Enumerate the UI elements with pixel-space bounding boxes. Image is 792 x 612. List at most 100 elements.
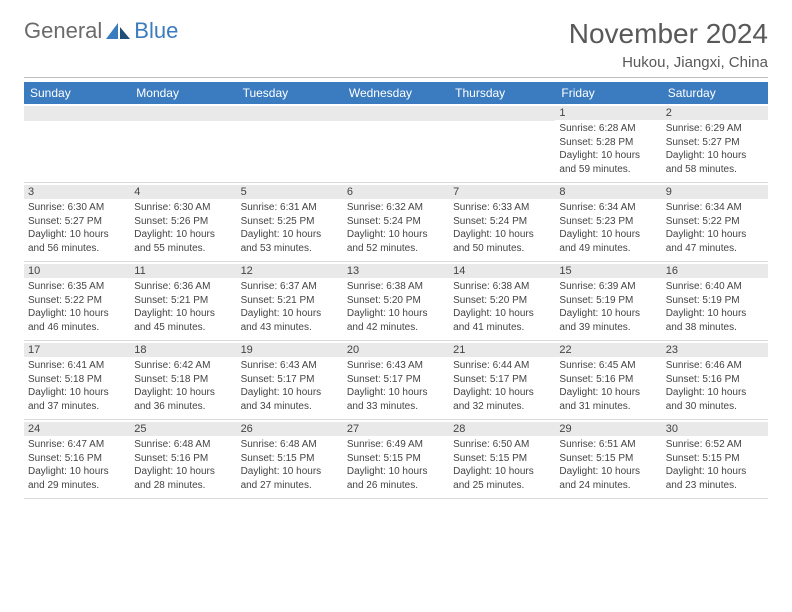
day-number: 20 — [343, 343, 449, 357]
daylight-text: Daylight: 10 hours and 31 minutes. — [559, 386, 657, 413]
day-of-week-header: Sunday Monday Tuesday Wednesday Thursday… — [24, 82, 768, 104]
day-body: Sunrise: 6:48 AMSunset: 5:16 PMDaylight:… — [134, 438, 232, 492]
day-body: Sunrise: 6:52 AMSunset: 5:15 PMDaylight:… — [666, 438, 764, 492]
daylight-text: Daylight: 10 hours and 58 minutes. — [666, 149, 764, 176]
day-cell: 18Sunrise: 6:42 AMSunset: 5:18 PMDayligh… — [130, 341, 236, 420]
dow-monday: Monday — [130, 82, 236, 104]
day-number: 9 — [662, 185, 768, 199]
sunrise-text: Sunrise: 6:43 AM — [347, 359, 445, 373]
dow-sunday: Sunday — [24, 82, 130, 104]
location: Hukou, Jiangxi, China — [569, 54, 768, 71]
day-body: Sunrise: 6:30 AMSunset: 5:27 PMDaylight:… — [28, 201, 126, 255]
sunset-text: Sunset: 5:15 PM — [241, 452, 339, 466]
daylight-text: Daylight: 10 hours and 56 minutes. — [28, 228, 126, 255]
day-cell: 2 Sunrise: 6:29 AMSunset: 5:27 PMDaylight… — [662, 104, 768, 183]
logo-text-blue: Blue — [134, 18, 178, 44]
sunset-text: Sunset: 5:16 PM — [134, 452, 232, 466]
daylight-text: Daylight: 10 hours and 23 minutes. — [666, 465, 764, 492]
day-number: 16 — [662, 264, 768, 278]
day-body: Sunrise: 6:34 AMSunset: 5:23 PMDaylight:… — [559, 201, 657, 255]
sunrise-text: Sunrise: 6:44 AM — [453, 359, 551, 373]
day-number: 2 — [662, 106, 768, 120]
day-body: Sunrise: 6:31 AMSunset: 5:25 PMDaylight:… — [241, 201, 339, 255]
day-number: 3 — [24, 185, 130, 199]
sunrise-text: Sunrise: 6:40 AM — [666, 280, 764, 294]
sunset-text: Sunset: 5:16 PM — [28, 452, 126, 466]
daylight-text: Daylight: 10 hours and 43 minutes. — [241, 307, 339, 334]
sunrise-text: Sunrise: 6:30 AM — [28, 201, 126, 215]
sunrise-text: Sunrise: 6:43 AM — [241, 359, 339, 373]
dow-saturday: Saturday — [662, 82, 768, 104]
daylight-text: Daylight: 10 hours and 25 minutes. — [453, 465, 551, 492]
sunset-text: Sunset: 5:20 PM — [453, 294, 551, 308]
sunset-text: Sunset: 5:15 PM — [666, 452, 764, 466]
empty-day-bar — [449, 106, 555, 121]
day-body: Sunrise: 6:29 AMSunset: 5:27 PMDaylight:… — [666, 122, 764, 176]
daylight-text: Daylight: 10 hours and 53 minutes. — [241, 228, 339, 255]
sunrise-text: Sunrise: 6:48 AM — [241, 438, 339, 452]
sunset-text: Sunset: 5:20 PM — [347, 294, 445, 308]
empty-day-bar — [130, 106, 236, 121]
logo-text-general: General — [24, 18, 102, 44]
sunrise-text: Sunrise: 6:35 AM — [28, 280, 126, 294]
day-body: Sunrise: 6:50 AMSunset: 5:15 PMDaylight:… — [453, 438, 551, 492]
sunset-text: Sunset: 5:27 PM — [666, 136, 764, 150]
week-row: 3 Sunrise: 6:30 AMSunset: 5:27 PMDaylight… — [24, 183, 768, 262]
sunset-text: Sunset: 5:15 PM — [347, 452, 445, 466]
logo-sail-icon — [104, 21, 132, 41]
day-cell: 27 Sunrise: 6:49 AMSunset: 5:15 PMDayligh… — [343, 420, 449, 499]
day-cell: 29 Sunrise: 6:51 AMSunset: 5:15 PMDayligh… — [555, 420, 661, 499]
day-cell — [343, 104, 449, 183]
sunrise-text: Sunrise: 6:49 AM — [347, 438, 445, 452]
day-body: Sunrise: 6:47 AMSunset: 5:16 PMDaylight:… — [28, 438, 126, 492]
day-body: Sunrise: 6:43 AMSunset: 5:17 PMDaylight:… — [347, 359, 445, 413]
sunrise-text: Sunrise: 6:47 AM — [28, 438, 126, 452]
daylight-text: Daylight: 10 hours and 26 minutes. — [347, 465, 445, 492]
day-cell — [130, 104, 236, 183]
sunset-text: Sunset: 5:22 PM — [28, 294, 126, 308]
day-number: 26 — [237, 422, 343, 436]
day-cell: 16Sunrise: 6:40 AMSunset: 5:19 PMDayligh… — [662, 262, 768, 341]
daylight-text: Daylight: 10 hours and 59 minutes. — [559, 149, 657, 176]
sunrise-text: Sunrise: 6:42 AM — [134, 359, 232, 373]
sunset-text: Sunset: 5:22 PM — [666, 215, 764, 229]
day-cell: 24Sunrise: 6:47 AMSunset: 5:16 PMDayligh… — [24, 420, 130, 499]
daylight-text: Daylight: 10 hours and 29 minutes. — [28, 465, 126, 492]
day-number: 5 — [237, 185, 343, 199]
sunset-text: Sunset: 5:16 PM — [666, 373, 764, 387]
sunset-text: Sunset: 5:17 PM — [241, 373, 339, 387]
day-number: 15 — [555, 264, 661, 278]
sunrise-text: Sunrise: 6:38 AM — [347, 280, 445, 294]
day-cell: 13Sunrise: 6:38 AMSunset: 5:20 PMDayligh… — [343, 262, 449, 341]
day-cell: 12Sunrise: 6:37 AMSunset: 5:21 PMDayligh… — [237, 262, 343, 341]
day-number: 28 — [449, 422, 555, 436]
sunset-text: Sunset: 5:26 PM — [134, 215, 232, 229]
day-cell: 25Sunrise: 6:48 AMSunset: 5:16 PMDayligh… — [130, 420, 236, 499]
day-number: 27 — [343, 422, 449, 436]
sunrise-text: Sunrise: 6:36 AM — [134, 280, 232, 294]
header: General Blue November 2024 Hukou, Jiangx… — [24, 18, 768, 71]
day-body: Sunrise: 6:36 AMSunset: 5:21 PMDaylight:… — [134, 280, 232, 334]
sunset-text: Sunset: 5:18 PM — [28, 373, 126, 387]
day-body: Sunrise: 6:28 AMSunset: 5:28 PMDaylight:… — [559, 122, 657, 176]
day-body: Sunrise: 6:37 AMSunset: 5:21 PMDaylight:… — [241, 280, 339, 334]
day-number: 10 — [24, 264, 130, 278]
day-number: 7 — [449, 185, 555, 199]
day-cell: 9Sunrise: 6:34 AMSunset: 5:22 PMDaylight… — [662, 183, 768, 262]
daylight-text: Daylight: 10 hours and 28 minutes. — [134, 465, 232, 492]
day-number: 19 — [237, 343, 343, 357]
daylight-text: Daylight: 10 hours and 41 minutes. — [453, 307, 551, 334]
daylight-text: Daylight: 10 hours and 55 minutes. — [134, 228, 232, 255]
sunrise-text: Sunrise: 6:30 AM — [134, 201, 232, 215]
day-number: 18 — [130, 343, 236, 357]
day-number: 21 — [449, 343, 555, 357]
sunrise-text: Sunrise: 6:50 AM — [453, 438, 551, 452]
divider — [24, 77, 768, 78]
week-row: 10Sunrise: 6:35 AMSunset: 5:22 PMDayligh… — [24, 262, 768, 341]
daylight-text: Daylight: 10 hours and 34 minutes. — [241, 386, 339, 413]
sunset-text: Sunset: 5:16 PM — [559, 373, 657, 387]
day-body: Sunrise: 6:51 AMSunset: 5:15 PMDaylight:… — [559, 438, 657, 492]
day-body: Sunrise: 6:35 AMSunset: 5:22 PMDaylight:… — [28, 280, 126, 334]
day-number: 29 — [555, 422, 661, 436]
day-cell: 30Sunrise: 6:52 AMSunset: 5:15 PMDayligh… — [662, 420, 768, 499]
